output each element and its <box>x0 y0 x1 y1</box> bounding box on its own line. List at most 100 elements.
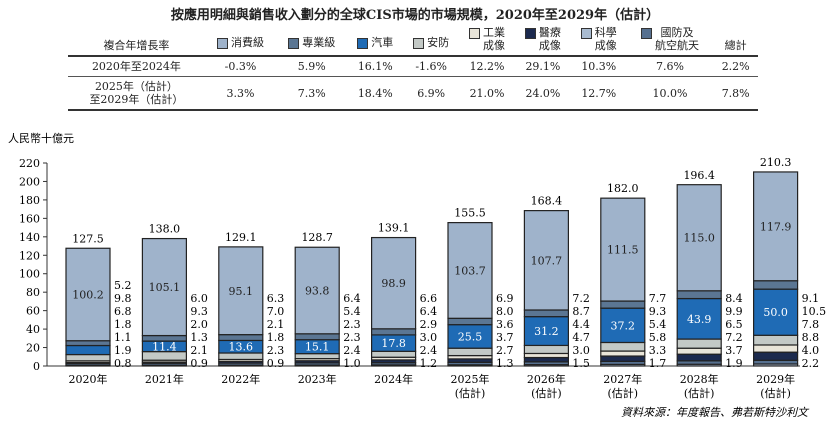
segment-value-label: 7.8 <box>802 318 820 331</box>
column-label: 專業級 <box>302 36 336 49</box>
segment-value-label: 100.2 <box>72 288 104 301</box>
bar-segment <box>600 350 646 357</box>
segment-value-label: 13.6 <box>229 341 254 354</box>
bar-segment <box>676 290 722 300</box>
y-axis-label: 人民幣十億元 <box>8 131 74 145</box>
segment-value-label: 1.9 <box>725 357 743 370</box>
bar-segment <box>752 344 799 353</box>
total-label: 127.5 <box>72 232 104 245</box>
column-label: 科學 成像 <box>594 26 617 52</box>
segment-value-label: 6.0 <box>190 292 208 305</box>
x-tick-label: 2029年 <box>756 372 795 386</box>
table-cell: 5.9% <box>276 56 348 77</box>
segment-value-label: 4.0 <box>802 344 820 357</box>
table-cell: 6.9% <box>403 76 460 111</box>
column-header: 消費級 <box>204 24 277 57</box>
source-note: 資料來源：年度報告、弗若斯特沙利文 <box>621 406 810 419</box>
y-tick-label: 0 <box>33 360 40 373</box>
chart-title: 按應用明細與銷售收入劃分的全球CIS市場的市場規模，2020年至2029年（估計… <box>170 8 660 23</box>
column-label: 醫療 成像 <box>538 26 561 52</box>
bar-segment <box>294 246 340 335</box>
bar-segment <box>523 316 570 347</box>
segment-value-label: 5.4 <box>343 305 361 318</box>
bar-segment <box>523 356 570 363</box>
segment-value-label: 7.7 <box>649 292 667 305</box>
total-label: 155.5 <box>454 207 486 220</box>
x-tick-label: 2025年 <box>451 372 490 386</box>
segment-value-label: 1.8 <box>114 318 132 331</box>
segment-value-label: 93.8 <box>305 285 330 298</box>
segment-value-label: 3.0 <box>420 331 438 344</box>
segment-value-label: 0.8 <box>114 357 132 370</box>
column-header: 總計 <box>713 24 758 57</box>
segment-value-label: 7.2 <box>725 331 743 344</box>
segment-value-label: 1.8 <box>267 331 285 344</box>
table-cell: 12.2% <box>459 56 515 77</box>
y-tick-label: 200 <box>19 175 40 188</box>
segment-value-label: 95.1 <box>229 285 254 298</box>
table-row: 2025年（估計） 至2029年（估計） 3.3% 7.3% 18.4% 6.9% 21.0… <box>68 76 758 111</box>
segment-value-label: 3.6 <box>496 318 514 331</box>
y-tick-label: 60 <box>26 305 40 318</box>
row-label: 2025年（估計） 至2029年（估計） <box>68 76 205 111</box>
table-cell: 7.3% <box>276 76 348 111</box>
bar-segment <box>523 210 570 311</box>
segment-value-label: 2.2 <box>802 357 820 370</box>
bar-segment <box>218 334 264 342</box>
segment-value-label: 1.2 <box>420 357 438 370</box>
y-tick-label: 100 <box>19 268 40 281</box>
segment-value-label: 4.7 <box>572 331 590 344</box>
segment-value-label: 6.3 <box>267 292 285 305</box>
bar-segment <box>218 246 264 336</box>
segment-value-label: 2.9 <box>420 318 438 331</box>
bar-segment <box>371 236 417 330</box>
segment-value-label: 9.1 <box>802 292 820 305</box>
segment-value-label: 6.4 <box>420 305 438 318</box>
y-tick-label: 220 <box>19 157 40 170</box>
segment-value-label: 25.5 <box>458 330 483 343</box>
bar-segment <box>600 341 646 352</box>
segment-value-label: 6.4 <box>343 292 361 305</box>
bar-segment <box>65 353 111 362</box>
segment-value-label: 2.4 <box>343 344 361 357</box>
legend-swatch <box>580 28 592 39</box>
column-header: 國防及 航空航天 <box>626 24 714 57</box>
segment-value-label: 9.9 <box>725 305 743 318</box>
column-label: 國防及 航空航天 <box>655 26 700 52</box>
table-cell: 21.0% <box>459 76 515 111</box>
segment-value-label: 0.9 <box>267 357 285 370</box>
table-cell: 18.4% <box>347 76 404 111</box>
segment-value-label: 107.7 <box>531 254 563 267</box>
table-cell: 16.1% <box>347 56 404 77</box>
table-cell: -0.3% <box>204 56 277 77</box>
segment-value-label: 43.9 <box>687 313 712 326</box>
bar-segment <box>676 347 722 355</box>
bar-segment <box>600 197 646 302</box>
bar-segment <box>752 171 799 282</box>
segment-value-label: 111.5 <box>607 244 639 257</box>
segment-value-label: 6.8 <box>114 305 132 318</box>
segment-value-label: 117.9 <box>760 220 792 233</box>
total-label: 129.1 <box>225 231 257 244</box>
table-cell: 3.3% <box>204 76 277 111</box>
bar-segment <box>752 334 799 346</box>
segment-value-label: 3.7 <box>725 344 743 357</box>
segment-value-label: 8.4 <box>725 292 743 305</box>
column-header: 工業 成像 <box>459 24 515 57</box>
bar-segment <box>65 340 111 347</box>
segment-value-label: 3.7 <box>496 331 514 344</box>
segment-value-label: 8.0 <box>496 305 514 318</box>
table-cell: 10.3% <box>570 56 627 77</box>
table-cell: 10.0% <box>626 76 714 111</box>
segment-value-label: 1.9 <box>114 344 132 357</box>
bar-segment <box>676 297 722 340</box>
segment-value-label: 8.8 <box>802 331 820 344</box>
segment-value-label: 37.2 <box>611 319 636 332</box>
table-cell: -1.6% <box>403 56 460 77</box>
segment-value-label: 103.7 <box>454 264 486 277</box>
legend-swatch <box>288 38 300 49</box>
bar-segment <box>371 350 417 358</box>
segment-value-label: 1.1 <box>114 331 132 344</box>
x-tick-label: (估計) <box>608 386 639 400</box>
